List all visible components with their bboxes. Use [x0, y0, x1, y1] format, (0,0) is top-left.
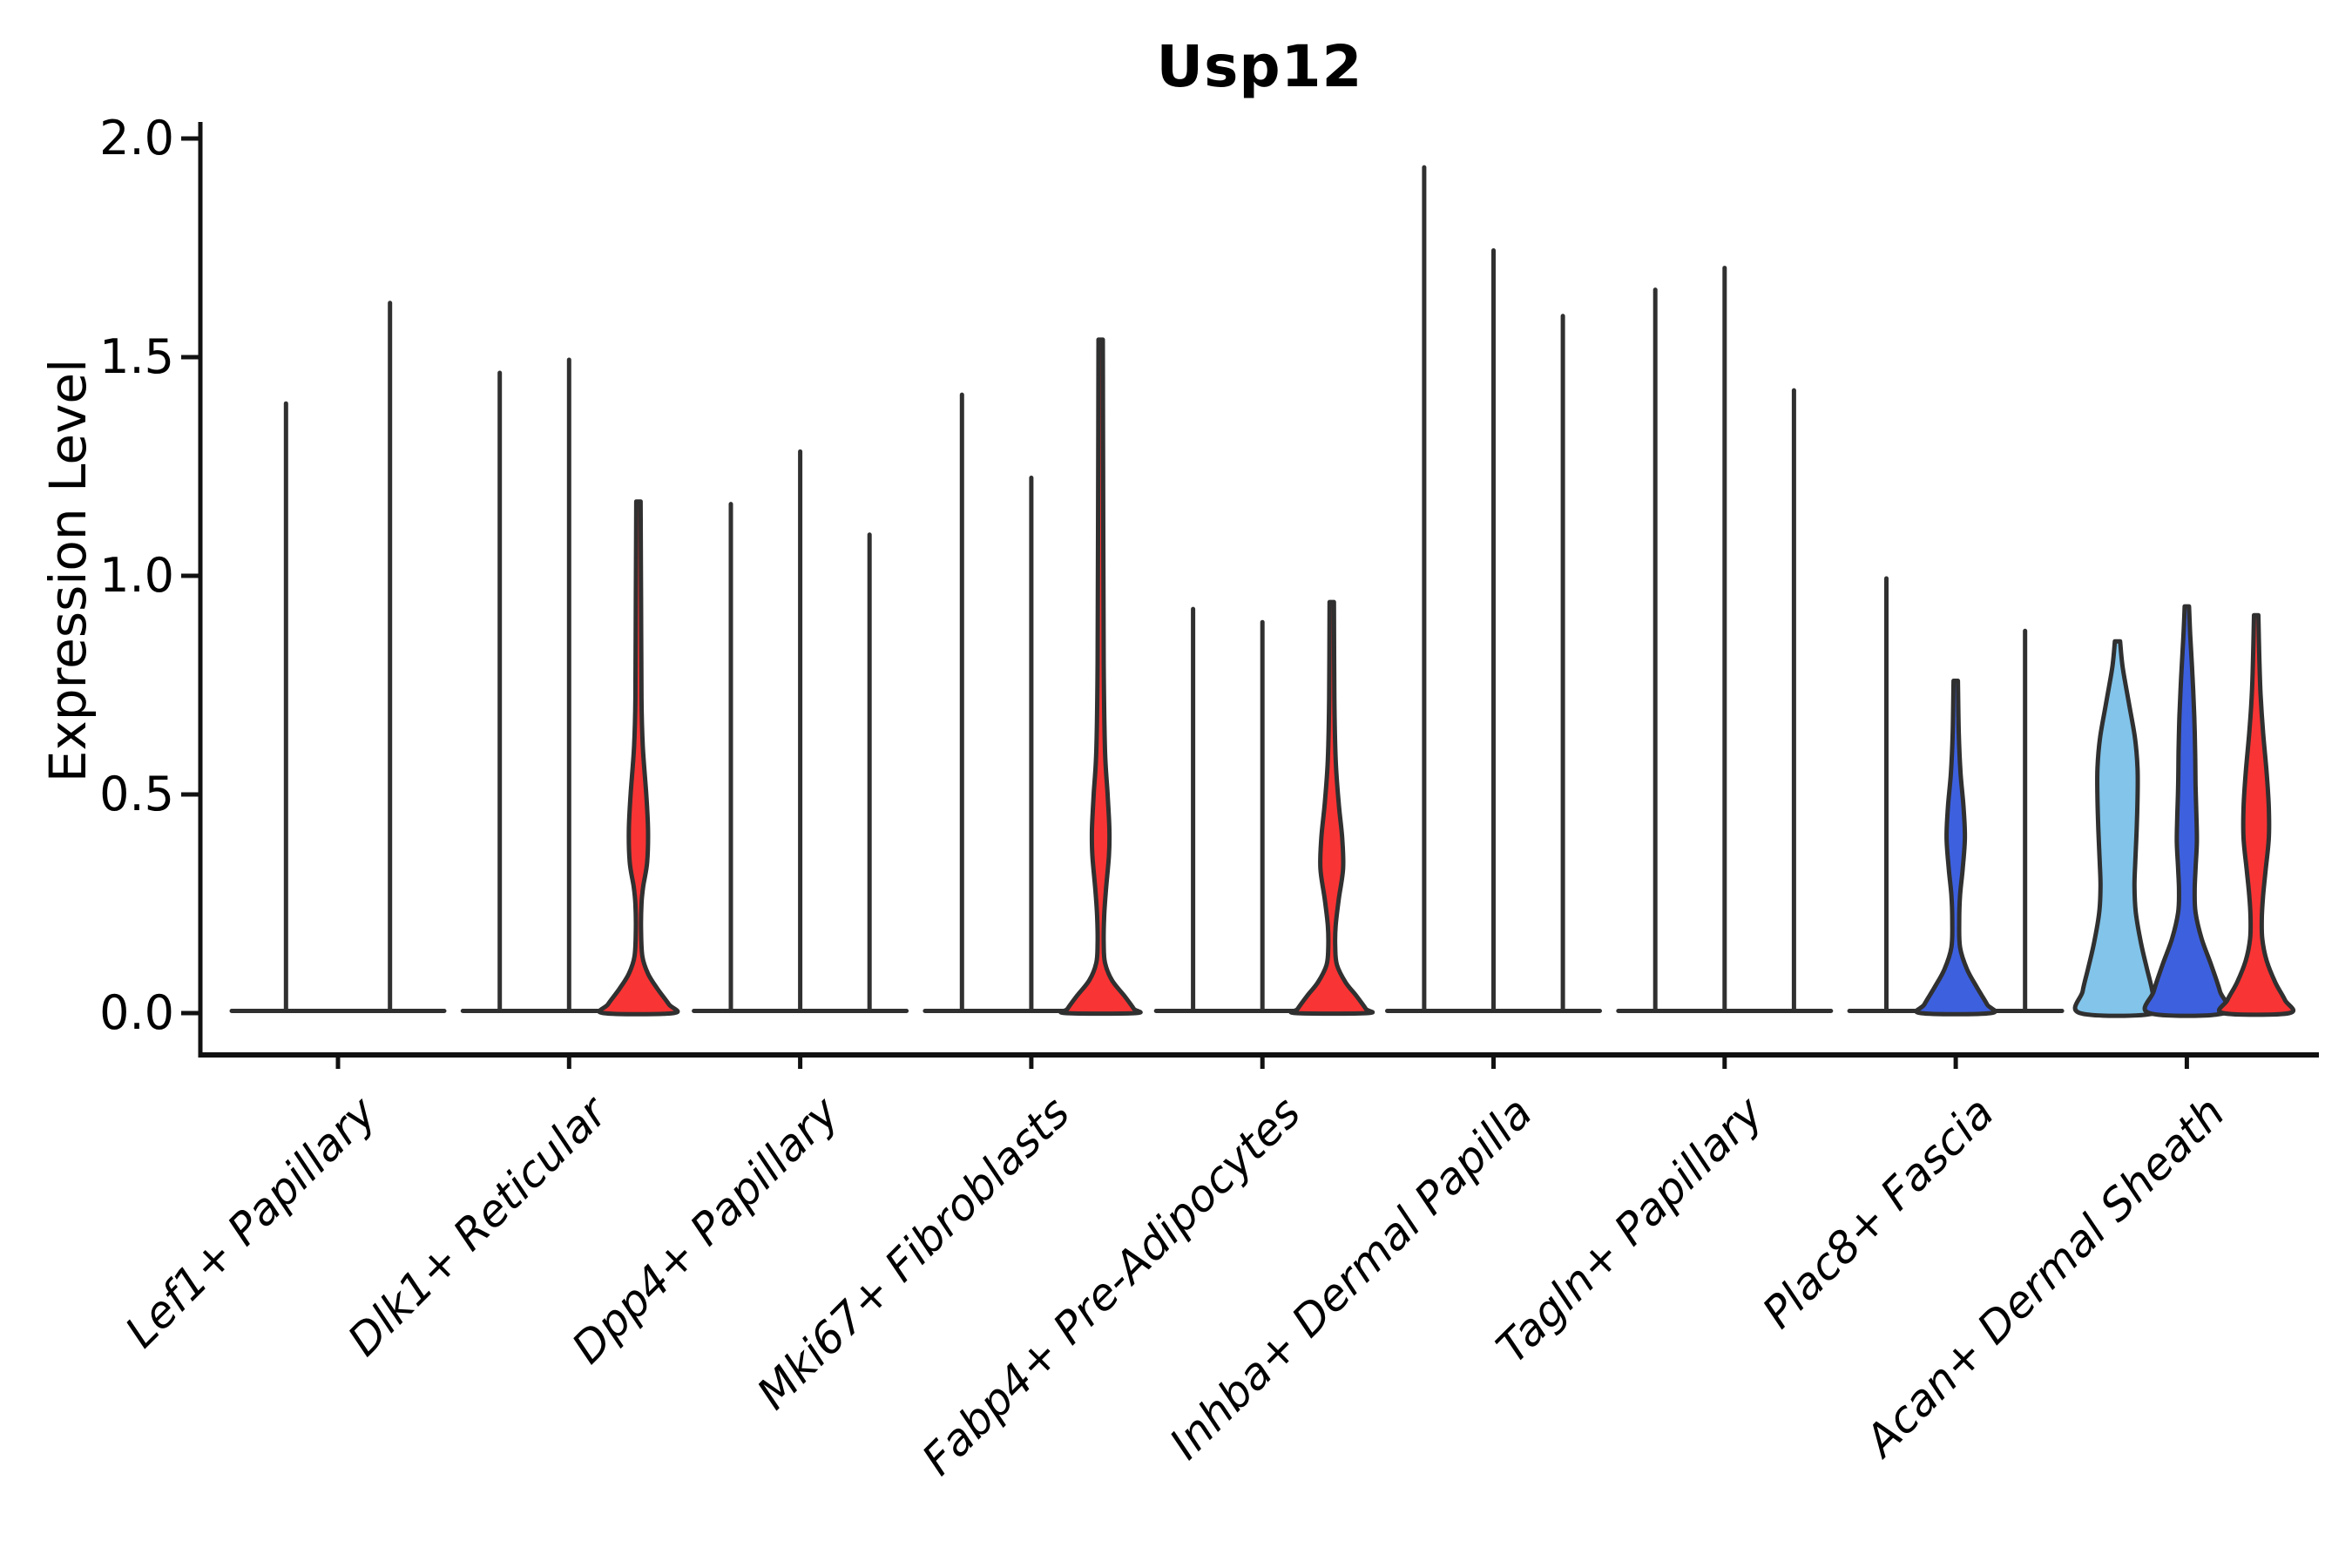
violin-red: [597, 499, 680, 1017]
y-tick-label: 1.5: [99, 329, 174, 384]
violin-red: [1288, 599, 1375, 1017]
violin-red: [2216, 612, 2296, 1017]
y-tick-label: 0.5: [99, 767, 174, 821]
violin-red: [1058, 337, 1143, 1017]
y-tick-label: 0.0: [99, 985, 174, 1040]
violin-lightblue: [2072, 639, 2162, 1018]
y-tick-label: 1.0: [99, 548, 174, 603]
y-tick-label: 2.0: [99, 111, 174, 166]
violin-blue: [1914, 679, 1997, 1017]
chart-title: Usp12: [1156, 33, 1363, 100]
violin-blue: [2142, 604, 2232, 1018]
